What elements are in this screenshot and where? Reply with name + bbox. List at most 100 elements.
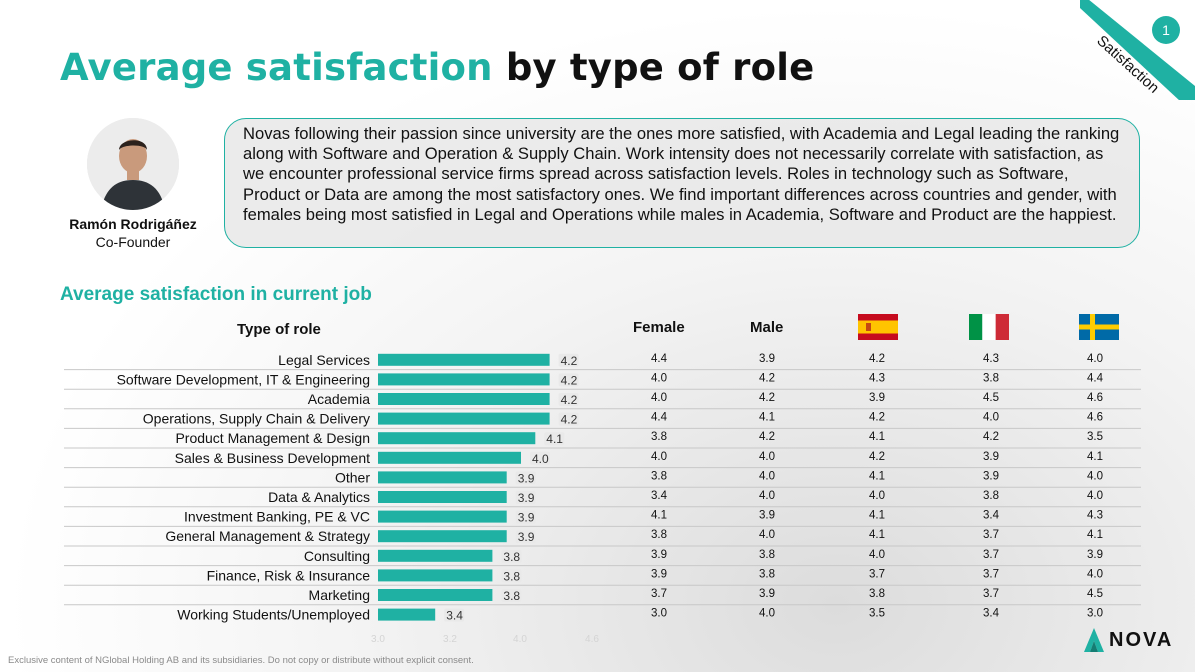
bar bbox=[378, 393, 550, 405]
category-label: General Management & Strategy bbox=[165, 528, 370, 544]
column-header-male: Male bbox=[750, 319, 784, 336]
table-cell-male: 4.0 bbox=[759, 529, 775, 541]
table-cell-sweden: 4.1 bbox=[1087, 451, 1103, 463]
value-label-background bbox=[515, 491, 536, 504]
value-label-background bbox=[515, 510, 536, 524]
category-label: Consulting bbox=[304, 548, 370, 564]
value-label: 4.0 bbox=[532, 452, 549, 466]
table-cell-sweden: 3.9 bbox=[1087, 549, 1103, 561]
table-cell-female: 4.0 bbox=[651, 372, 667, 384]
value-label: 3.9 bbox=[518, 491, 535, 505]
italy-flag-icon bbox=[969, 314, 1009, 340]
category-label: Finance, Risk & Insurance bbox=[207, 567, 371, 583]
table-cell-spain: 4.1 bbox=[869, 431, 885, 443]
spain-flag-icon bbox=[858, 314, 898, 340]
title-rest: by type of role bbox=[505, 46, 815, 89]
category-label: Working Students/Unemployed bbox=[177, 607, 370, 623]
section-title: Average satisfaction in current job bbox=[60, 284, 372, 305]
category-label: Marketing bbox=[309, 587, 370, 603]
value-label: 3.8 bbox=[503, 589, 520, 603]
value-label: 4.2 bbox=[561, 393, 578, 407]
value-label-background bbox=[501, 589, 522, 602]
column-header-female: Female bbox=[633, 319, 685, 336]
table-cell-italy: 4.5 bbox=[983, 392, 999, 404]
value-label: 3.8 bbox=[503, 569, 520, 583]
table-cell-sweden: 4.0 bbox=[1087, 470, 1103, 482]
table-cell-sweden: 4.0 bbox=[1087, 490, 1103, 502]
axis-tick-label: 4.6 bbox=[585, 634, 599, 645]
table-cell-male: 3.9 bbox=[759, 510, 775, 522]
table-cell-italy: 3.4 bbox=[983, 608, 1000, 620]
table-cell-sweden: 4.6 bbox=[1087, 412, 1103, 424]
table-cell-male: 3.9 bbox=[759, 353, 775, 365]
table-cell-italy: 4.0 bbox=[983, 412, 999, 424]
author-name: Ramón Rodrigáñez bbox=[69, 216, 197, 232]
table-cell-spain: 3.8 bbox=[869, 588, 885, 600]
value-label: 4.2 bbox=[561, 373, 578, 387]
value-label: 4.2 bbox=[561, 354, 578, 368]
nova-logo-icon bbox=[1084, 628, 1104, 652]
value-label-background bbox=[501, 549, 522, 563]
footer-disclaimer: Exclusive content of NGlobal Holding AB … bbox=[8, 655, 474, 666]
column-header-role: Type of role bbox=[237, 321, 321, 338]
category-label: Other bbox=[335, 469, 370, 485]
table-cell-male: 4.0 bbox=[759, 490, 775, 502]
table-cell-female: 4.0 bbox=[651, 392, 667, 404]
table-cell-female: 3.4 bbox=[651, 490, 668, 502]
value-label-background bbox=[544, 432, 565, 446]
table-cell-male: 3.8 bbox=[759, 549, 775, 561]
table-cell-male: 4.0 bbox=[759, 608, 775, 620]
table-cell-female: 3.9 bbox=[651, 549, 667, 561]
author-role: Co-Founder bbox=[95, 234, 171, 250]
table-cell-spain: 3.7 bbox=[869, 568, 885, 580]
table-cell-sweden: 4.4 bbox=[1087, 372, 1104, 384]
value-label: 3.9 bbox=[518, 471, 535, 485]
table-cell-female: 3.8 bbox=[651, 529, 667, 541]
avatar bbox=[87, 118, 179, 210]
axis-tick-label: 3.0 bbox=[371, 634, 385, 645]
bar bbox=[378, 491, 507, 503]
bar bbox=[378, 569, 493, 582]
table-cell-female: 3.8 bbox=[651, 470, 667, 482]
table-cell-italy: 4.3 bbox=[983, 353, 999, 365]
bar bbox=[378, 373, 550, 386]
axis-tick-label: 3.2 bbox=[443, 634, 457, 645]
value-label-background bbox=[530, 451, 550, 465]
table-cell-spain: 4.1 bbox=[869, 510, 885, 522]
bar bbox=[378, 510, 507, 523]
table-cell-italy: 3.4 bbox=[983, 510, 1000, 522]
sweden-flag-icon bbox=[1079, 314, 1119, 340]
table-cell-italy: 4.2 bbox=[983, 431, 999, 443]
table-cell-sweden: 4.0 bbox=[1087, 568, 1103, 580]
table-cell-spain: 4.1 bbox=[869, 529, 885, 541]
value-label-background bbox=[558, 353, 579, 367]
table-cell-spain: 4.0 bbox=[869, 490, 885, 502]
table-cell-spain: 4.2 bbox=[869, 451, 885, 463]
title-accent: Average satisfaction bbox=[60, 46, 493, 89]
table-cell-sweden: 4.5 bbox=[1087, 588, 1103, 600]
value-label-background bbox=[558, 393, 579, 406]
category-label: Software Development, IT & Engineering bbox=[117, 371, 370, 387]
table-cell-spain: 3.9 bbox=[869, 392, 885, 404]
table-cell-female: 3.8 bbox=[651, 431, 667, 443]
category-label: Sales & Business Development bbox=[175, 450, 370, 466]
table-cell-spain: 4.1 bbox=[869, 470, 885, 482]
value-label: 3.4 bbox=[446, 609, 463, 623]
table-cell-male: 4.2 bbox=[759, 392, 775, 404]
value-label-background bbox=[515, 530, 536, 544]
table-cell-male: 3.9 bbox=[759, 588, 775, 600]
table-cell-male: 4.2 bbox=[759, 372, 775, 384]
table-cell-italy: 3.8 bbox=[983, 490, 999, 502]
category-label: Data & Analytics bbox=[268, 489, 370, 505]
table-cell-spain: 3.5 bbox=[869, 608, 885, 620]
bar bbox=[378, 589, 493, 601]
table-cell-female: 3.9 bbox=[651, 568, 667, 580]
table-cell-spain: 4.2 bbox=[869, 353, 885, 365]
bar bbox=[378, 412, 550, 425]
table-cell-italy: 3.8 bbox=[983, 372, 999, 384]
table-cell-female: 3.7 bbox=[651, 588, 667, 600]
value-label-background bbox=[558, 373, 579, 387]
table-cell-female: 4.4 bbox=[651, 353, 668, 365]
corner-ribbon bbox=[1055, 0, 1195, 110]
